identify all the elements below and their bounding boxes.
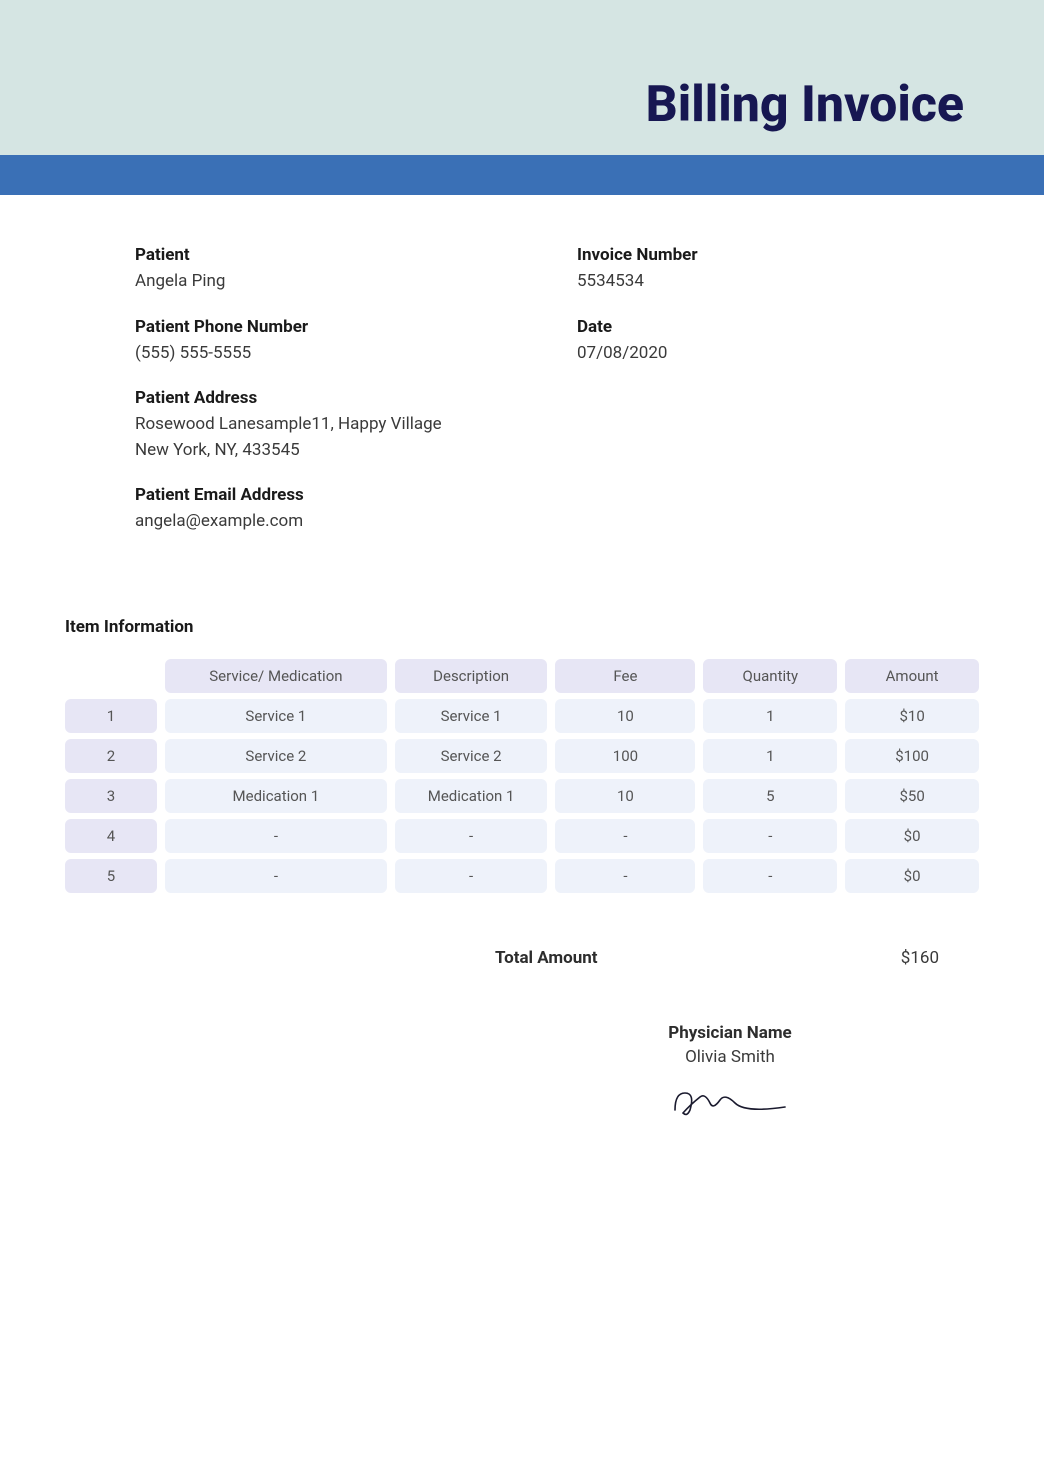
invoice-date: 07/08/2020: [577, 341, 979, 367]
page-title: Billing Invoice: [646, 76, 964, 134]
patient-phone-block: Patient Phone Number (555) 555-5555: [135, 317, 537, 367]
patient-email-label: Patient Email Address: [135, 485, 537, 505]
row-fee: -: [555, 819, 695, 853]
patient-phone-label: Patient Phone Number: [135, 317, 537, 337]
patient-address-label: Patient Address: [135, 388, 537, 408]
row-service: Medication 1: [165, 779, 387, 813]
table-row: 5 - - - - $0: [65, 859, 979, 893]
col-header-service: Service/ Medication: [165, 659, 387, 693]
patient-label: Patient: [135, 245, 537, 265]
row-amount: $100: [845, 739, 979, 773]
col-header-amount: Amount: [845, 659, 979, 693]
row-description: Medication 1: [395, 779, 548, 813]
total-value: $160: [901, 948, 939, 968]
row-service: Service 1: [165, 699, 387, 733]
patient-name: Angela Ping: [135, 269, 537, 295]
col-header-quantity: Quantity: [703, 659, 837, 693]
row-idx: 4: [65, 819, 157, 853]
patient-email: angela@example.com: [135, 509, 537, 535]
row-idx: 3: [65, 779, 157, 813]
table-row: 2 Service 2 Service 2 100 1 $100: [65, 739, 979, 773]
row-service: Service 2: [165, 739, 387, 773]
address-line-1: Rosewood Lanesample11, Happy Village: [135, 414, 442, 434]
items-section-title: Item Information: [65, 617, 979, 637]
row-idx: 5: [65, 859, 157, 893]
items-table: Service/ Medication Description Fee Quan…: [65, 659, 979, 893]
row-idx: 1: [65, 699, 157, 733]
table-row: 3 Medication 1 Medication 1 10 5 $50: [65, 779, 979, 813]
invoice-number-block: Invoice Number 5534534: [577, 245, 979, 295]
row-amount: $10: [845, 699, 979, 733]
signature-icon: [665, 1085, 795, 1120]
physician-name: Olivia Smith: [605, 1047, 855, 1067]
patient-address-block: Patient Address Rosewood Lanesample11, H…: [135, 388, 537, 463]
info-col-left: Patient Angela Ping Patient Phone Number…: [135, 245, 537, 557]
table-row: 1 Service 1 Service 1 10 1 $10: [65, 699, 979, 733]
total-label: Total Amount: [495, 948, 598, 968]
row-idx: 2: [65, 739, 157, 773]
row-quantity: -: [703, 819, 837, 853]
row-description: Service 2: [395, 739, 548, 773]
invoice-number-label: Invoice Number: [577, 245, 979, 265]
row-fee: 10: [555, 699, 695, 733]
content: Patient Angela Ping Patient Phone Number…: [0, 195, 1044, 1124]
info-col-right: Invoice Number 5534534 Date 07/08/2020: [577, 245, 979, 557]
row-amount: $0: [845, 859, 979, 893]
row-amount: $0: [845, 819, 979, 853]
table-row: 4 - - - - $0: [65, 819, 979, 853]
row-quantity: 1: [703, 699, 837, 733]
row-quantity: -: [703, 859, 837, 893]
row-service: -: [165, 859, 387, 893]
patient-email-block: Patient Email Address angela@example.com: [135, 485, 537, 535]
patient-block: Patient Angela Ping: [135, 245, 537, 295]
patient-address: Rosewood Lanesample11, Happy Village New…: [135, 412, 537, 463]
header-blue-bar: [0, 155, 1044, 195]
patient-phone: (555) 555-5555: [135, 341, 537, 367]
col-header-fee: Fee: [555, 659, 695, 693]
row-amount: $50: [845, 779, 979, 813]
row-description: -: [395, 859, 548, 893]
total-row: Total Amount $160: [65, 948, 979, 968]
row-fee: -: [555, 859, 695, 893]
row-quantity: 5: [703, 779, 837, 813]
row-fee: 10: [555, 779, 695, 813]
table-header-row: Service/ Medication Description Fee Quan…: [65, 659, 979, 693]
invoice-date-block: Date 07/08/2020: [577, 317, 979, 367]
physician-block: Physician Name Olivia Smith: [605, 1023, 855, 1124]
header-light: Billing Invoice: [0, 0, 1044, 155]
info-grid: Patient Angela Ping Patient Phone Number…: [65, 245, 979, 557]
header-spacer: [65, 659, 157, 693]
col-header-description: Description: [395, 659, 548, 693]
invoice-number: 5534534: [577, 269, 979, 295]
row-description: Service 1: [395, 699, 548, 733]
row-description: -: [395, 819, 548, 853]
row-fee: 100: [555, 739, 695, 773]
invoice-date-label: Date: [577, 317, 979, 337]
physician-label: Physician Name: [605, 1023, 855, 1043]
row-service: -: [165, 819, 387, 853]
row-quantity: 1: [703, 739, 837, 773]
address-line-2: New York, NY, 433545: [135, 440, 300, 460]
